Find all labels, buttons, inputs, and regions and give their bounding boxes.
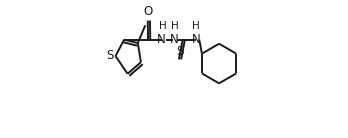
Text: N: N <box>157 33 166 46</box>
Text: H: H <box>172 21 179 31</box>
Text: S: S <box>177 45 184 58</box>
Text: H: H <box>192 21 200 31</box>
Text: O: O <box>143 5 152 18</box>
Text: N: N <box>169 33 179 46</box>
Text: S: S <box>106 49 114 62</box>
Text: H: H <box>159 21 167 31</box>
Text: N: N <box>191 33 200 46</box>
